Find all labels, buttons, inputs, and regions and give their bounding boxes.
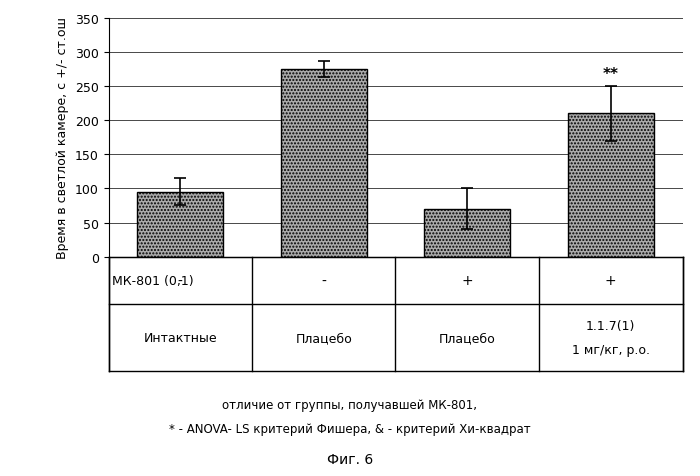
Text: отличие от группы, получавшей МК-801,: отличие от группы, получавшей МК-801, bbox=[223, 398, 477, 411]
Text: +: + bbox=[605, 274, 617, 288]
Text: Плацебо: Плацебо bbox=[295, 331, 352, 345]
Text: -: - bbox=[321, 274, 326, 288]
Text: МК-801 (0,1): МК-801 (0,1) bbox=[112, 274, 194, 288]
Y-axis label: Время в светлой камере, с +/- ст.ош: Время в светлой камере, с +/- ст.ош bbox=[56, 17, 69, 259]
Text: 1.1.7(1): 1.1.7(1) bbox=[586, 319, 636, 333]
Bar bbox=[281, 70, 367, 257]
Bar bbox=[137, 192, 223, 257]
Text: -: - bbox=[178, 274, 183, 288]
Text: +: + bbox=[461, 274, 473, 288]
Text: Интактные: Интактные bbox=[144, 331, 217, 345]
Text: Фиг. 6: Фиг. 6 bbox=[327, 453, 373, 466]
Bar bbox=[424, 209, 510, 257]
Text: **: ** bbox=[603, 67, 619, 81]
Bar bbox=[568, 114, 654, 257]
Text: * - ANOVA- LS критерий Фишера, & - критерий Хи-квадрат: * - ANOVA- LS критерий Фишера, & - крите… bbox=[169, 422, 531, 435]
Text: Плацебо: Плацебо bbox=[439, 331, 496, 345]
Text: 1 мг/кг, р.о.: 1 мг/кг, р.о. bbox=[572, 343, 650, 357]
